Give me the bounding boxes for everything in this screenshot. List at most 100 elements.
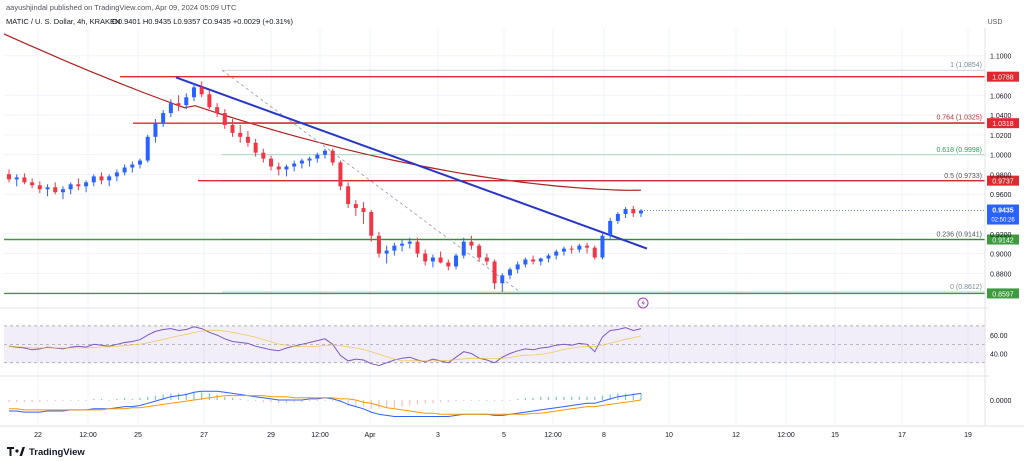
macd-tick: 0.0000 — [990, 398, 1012, 405]
candle — [130, 161, 135, 173]
candle — [338, 160, 343, 191]
candle — [107, 174, 112, 187]
candle — [492, 259, 497, 290]
macd-hist-bar — [463, 400, 465, 401]
price-tick: 0.9800 — [990, 172, 1012, 179]
candle — [400, 239, 405, 252]
svg-text:0.9435: 0.9435 — [992, 208, 1014, 215]
candle — [561, 246, 566, 256]
candle — [461, 237, 466, 259]
macd-hist-bar — [77, 400, 79, 401]
candle — [91, 174, 96, 187]
macd-hist-bar — [147, 396, 149, 400]
candle — [37, 181, 42, 194]
candle — [307, 156, 312, 167]
candle — [454, 253, 459, 270]
macd-hist-bar — [231, 397, 234, 400]
macd-hist-bar — [532, 397, 534, 400]
candle — [122, 164, 127, 176]
macd-hist-bar — [509, 400, 511, 401]
candle — [191, 83, 196, 102]
candle — [430, 254, 435, 268]
rsi-tick: 40.00 — [990, 352, 1008, 359]
macd-hist-bar — [16, 400, 18, 403]
candle — [14, 174, 19, 187]
candle — [161, 110, 166, 127]
macd-hist-bar — [332, 400, 334, 402]
macd-hist-bar — [308, 400, 311, 402]
macd-hist-bar — [124, 397, 126, 400]
rsi-tick: 60.00 — [990, 333, 1008, 340]
candle — [238, 124, 243, 143]
macd-hist-bar — [455, 400, 457, 402]
price-axis-layer: 1.0788 1.0318 0.9737 0.9142 0.8597 0.9435 02:5… — [987, 54, 1019, 405]
candle — [515, 261, 520, 274]
candle — [114, 169, 119, 182]
macd-hist-bar — [416, 400, 419, 405]
time-tick: 25 — [134, 432, 142, 439]
macd-hist-bar — [316, 400, 318, 402]
time-tick: 10 — [665, 432, 673, 439]
macd-hist-bar — [278, 400, 280, 404]
candle — [60, 186, 65, 200]
macd-hist-bar — [62, 400, 64, 402]
macd-hist-bar — [601, 395, 604, 400]
rsi-ma-line — [8, 329, 642, 362]
trendline[interactable] — [175, 76, 648, 250]
candle — [361, 202, 366, 224]
macd-hist-bar — [640, 393, 642, 400]
time-axis-layer: 22 12:00 25 27 29 12:00 Apr 3 5 12:00 8 10 12 12:00 15… — [0, 28, 1024, 439]
candle — [30, 178, 35, 189]
level-badge-0.9737: 0.9737 — [987, 175, 1019, 186]
macd-hist-bar — [386, 400, 388, 408]
time-tick: 19 — [964, 432, 972, 439]
svg-text:0.8597: 0.8597 — [992, 291, 1014, 298]
macd-hist-bar — [578, 396, 580, 400]
fib-trend-line — [221, 69, 521, 293]
candle — [438, 251, 443, 264]
macd-hist-bar — [262, 400, 264, 403]
candle — [153, 119, 158, 143]
publisher-text: aayushjindal published on TradingView.co… — [6, 3, 237, 12]
candle — [615, 212, 620, 224]
candle — [639, 209, 643, 217]
time-tick: 12:00 — [311, 432, 329, 439]
candle — [253, 138, 258, 157]
fib-label-0: 0 (0.8612) — [950, 284, 982, 291]
candle — [138, 158, 143, 169]
price-tick: 0.8800 — [990, 271, 1012, 278]
macd-hist-bar — [401, 400, 403, 407]
svg-text:02:50:26: 02:50:26 — [991, 218, 1015, 224]
candle — [523, 257, 528, 268]
time-tick: 17 — [898, 432, 906, 439]
candle — [145, 134, 150, 163]
macd-hist-bar — [154, 395, 157, 400]
candles-layer — [7, 81, 643, 292]
candle — [7, 169, 11, 183]
macd-hist-bar — [517, 398, 519, 400]
price-tick: 1.0000 — [990, 153, 1012, 160]
macd-hist-bar — [624, 393, 627, 400]
macd-hist-bar — [8, 400, 10, 403]
macd-hist-bar — [547, 396, 550, 400]
candle — [384, 245, 389, 264]
candle — [469, 235, 474, 250]
alert-icon[interactable] — [637, 297, 649, 309]
macd-hist-bar — [54, 400, 56, 402]
macd-hist-bar — [524, 397, 526, 400]
level-badge-1.0788: 1.0788 — [987, 71, 1019, 82]
candle — [315, 152, 320, 163]
macd-hist-bar — [424, 400, 426, 404]
price-tick: 0.9200 — [990, 232, 1012, 239]
macd-hist-bar — [208, 393, 210, 400]
fib-label-0.764: 0.764 (1.0325) — [936, 114, 982, 121]
macd-signal-line — [9, 395, 642, 415]
candle — [199, 81, 204, 98]
overlay-layer: 1 (1.0854) 0.764 (1.0325) 0.618 (0.9998) 0.… — [3, 33, 985, 295]
rsi-line — [8, 326, 642, 367]
candle — [569, 245, 574, 254]
macd-hist-bar — [46, 400, 49, 402]
candle — [45, 184, 50, 197]
